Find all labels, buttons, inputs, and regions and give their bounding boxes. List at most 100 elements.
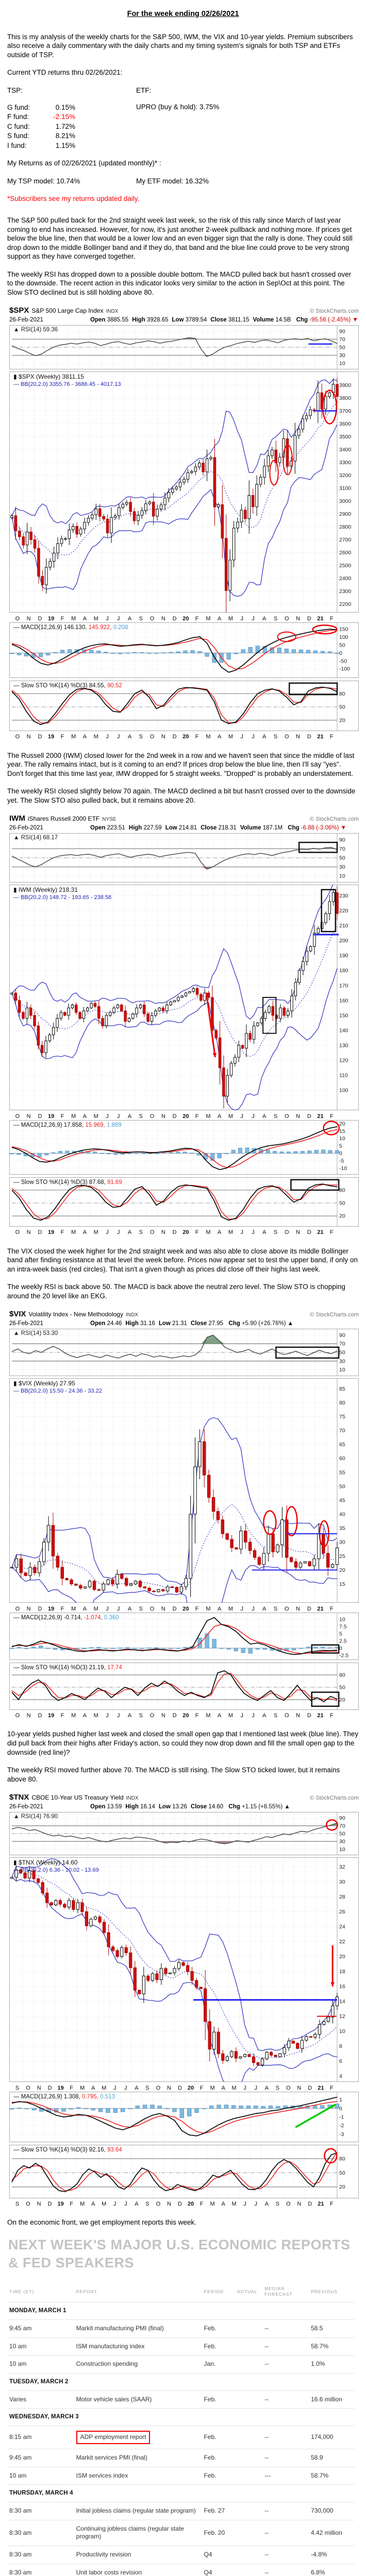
x-axis-label: M xyxy=(228,615,234,622)
x-axis-label: M xyxy=(228,1713,234,1719)
x-axis-label: M xyxy=(71,1605,76,1612)
x-axis-label: S xyxy=(275,2084,279,2091)
x-axis-label: O xyxy=(15,1113,20,1120)
svg-text:— MACD(12,26,9) 17.858, 15.969: — MACD(12,26,9) 17.858, 15.969, 1.889 xyxy=(13,1122,122,1128)
svg-text:8: 8 xyxy=(339,2043,342,2049)
svg-text:3900: 3900 xyxy=(339,382,352,388)
report-period: Feb. xyxy=(203,2391,236,2409)
svg-text:-10: -10 xyxy=(339,1165,347,1172)
report-forecast: -- xyxy=(263,2449,310,2467)
calendar-day-row: THURSDAY, MARCH 4 xyxy=(8,2484,355,2503)
x-axis-label: A xyxy=(262,1605,267,1612)
svg-text:210: 210 xyxy=(339,923,348,929)
report-time: 9:45 am xyxy=(8,2449,75,2467)
report-period: Q4 xyxy=(203,2564,236,2576)
x-axis-label: D xyxy=(172,734,177,740)
report-forecast: -- xyxy=(263,2426,310,2450)
x-axis-label: F xyxy=(195,1113,199,1120)
svg-text:70: 70 xyxy=(339,1341,345,1347)
x-axis-label: A xyxy=(262,1113,267,1120)
report-forecast: -- xyxy=(263,2355,310,2374)
svg-text:5: 5 xyxy=(339,1143,342,1149)
x-axis-label: 21 xyxy=(317,1713,324,1719)
x-axis-label: O xyxy=(286,2201,291,2208)
x-axis-label: D xyxy=(172,1605,177,1612)
stockcharts-credit: © StockCharts.com xyxy=(310,1795,359,1802)
svg-text:3100: 3100 xyxy=(339,485,352,492)
x-axis-label: O xyxy=(284,615,289,622)
chart-symbol: $TNX xyxy=(9,1793,29,1802)
x-axis-label: D xyxy=(38,1229,42,1236)
svg-text:3700: 3700 xyxy=(339,408,352,414)
x-axis-label: S xyxy=(15,2084,20,2091)
x-axis-label: J xyxy=(243,2201,246,2208)
tnx-weekly-chart: $TNX CBOE 10-Year US Treasury Yield INDX © … xyxy=(7,1792,359,2208)
x-axis-label: O xyxy=(284,1605,289,1612)
report-time: 9:45 am xyxy=(8,2319,75,2338)
svg-text:10: 10 xyxy=(339,360,345,366)
etf-model-return: My ETF model: 16.32% xyxy=(136,177,209,185)
x-axis-label: S xyxy=(273,1229,278,1236)
x-axis-label: F xyxy=(60,734,64,740)
svg-text:0: 0 xyxy=(339,2106,342,2112)
x-axis-label: J xyxy=(252,1713,255,1719)
svg-text:0: 0 xyxy=(339,1646,342,1652)
iwm-price-panel: 230 220 210 200 190 180 170 160 150 140 130 120 110 1… xyxy=(9,884,359,1111)
svg-text:7.5: 7.5 xyxy=(339,1624,347,1630)
svg-text:2400: 2400 xyxy=(339,575,352,582)
svg-text:20: 20 xyxy=(339,1697,345,1703)
svg-text:28: 28 xyxy=(339,1894,345,1900)
chart-date: 26-Feb-2021 xyxy=(9,1803,43,1810)
x-axis-label: J xyxy=(113,2201,117,2208)
svg-text:50: 50 xyxy=(339,2170,345,2176)
x-axis-label: J xyxy=(106,615,109,622)
x-axis-label: J xyxy=(240,1713,243,1719)
svg-text:30: 30 xyxy=(339,864,345,870)
svg-text:10: 10 xyxy=(339,1136,345,1142)
x-axis-label: A xyxy=(221,2084,225,2091)
svg-text:— MACD(12,26,9) -0.714, -1.074: — MACD(12,26,9) -0.714, -1.074, 0.360 xyxy=(13,1615,119,1621)
chart-x-axis-labels: O N D 19 F M A M J J A S O N D 20 F M A M J J A S O N D 21 F xyxy=(12,1712,337,1719)
spx-slow-sto-panel: 80 50 20 — Slow STO %K(14) %D(3) 84.55, 90.… xyxy=(9,680,359,731)
report-time: 8:30 am xyxy=(8,2546,75,2564)
x-axis-label: J xyxy=(106,1605,109,1612)
svg-text:220: 220 xyxy=(339,908,348,914)
x-axis-label: J xyxy=(252,1605,255,1612)
x-axis-label: J xyxy=(243,2084,246,2091)
x-axis-label: S xyxy=(145,2201,149,2208)
svg-text:3500: 3500 xyxy=(339,434,352,440)
x-axis-label: J xyxy=(113,2084,117,2091)
x-axis-label: A xyxy=(221,2201,225,2208)
x-axis-label: J xyxy=(240,1229,243,1236)
report-name: Markit services PMI (final) xyxy=(75,2449,203,2467)
x-axis-label: J xyxy=(252,615,255,622)
chart-x-axis-labels: O N D 19 F M A M J J A S O N D 20 F M A M J J A S O N D 21 F xyxy=(12,733,337,740)
x-axis-label: A xyxy=(127,1713,132,1719)
x-axis-label: F xyxy=(329,615,334,622)
x-axis-label: S xyxy=(139,1113,143,1120)
svg-text:100: 100 xyxy=(339,634,348,640)
svg-text:-2.5: -2.5 xyxy=(339,1653,348,1659)
x-axis-label: 21 xyxy=(317,1605,324,1612)
svg-text:2200: 2200 xyxy=(339,601,352,607)
svg-text:90: 90 xyxy=(339,1332,345,1338)
fund-name: C fund: xyxy=(7,122,30,130)
x-axis-label: N xyxy=(161,1113,165,1120)
x-axis-label: M xyxy=(231,2201,237,2208)
x-axis-label: N xyxy=(26,734,31,740)
report-actual xyxy=(236,2502,264,2520)
x-axis-label: O xyxy=(149,1229,155,1236)
report-actual xyxy=(236,2546,264,2564)
spx-weekly-chart: $SPX S&P 500 Large Cap Index INDX © StockCh… xyxy=(7,306,359,740)
vix-slow-sto-panel: 80 50 20 — Slow STO %K(14) %D(3) 21.19, 17.… xyxy=(9,1662,359,1710)
x-axis-label: D xyxy=(307,1229,311,1236)
x-axis-label: D xyxy=(178,2084,182,2091)
svg-text:▲ RSI(14) 53.30: ▲ RSI(14) 53.30 xyxy=(13,1330,58,1336)
x-axis-label: 20 xyxy=(182,615,189,622)
svg-text:30: 30 xyxy=(339,1879,345,1885)
chart-exchange: INDX xyxy=(125,1312,138,1318)
x-axis-label: A xyxy=(91,2084,95,2091)
x-axis-label: 21 xyxy=(318,2084,324,2091)
